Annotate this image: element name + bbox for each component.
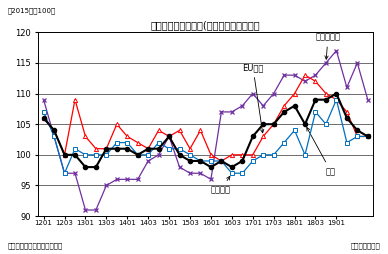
Text: （2015年＝100）: （2015年＝100） [8,8,56,14]
Text: 全体: 全体 [307,128,336,176]
Text: （資料）財務省「貿易統計」: （資料）財務省「貿易統計」 [8,242,63,249]
Title: 地域別輸出数量指数(季節調整値）の推移: 地域別輸出数量指数(季節調整値）の推移 [151,20,260,30]
Text: （年・四半期）: （年・四半期） [350,242,380,249]
Text: アジア向け: アジア向け [315,33,341,59]
Text: EU向け: EU向け [242,63,264,133]
Text: 米国向け: 米国向け [211,176,231,195]
